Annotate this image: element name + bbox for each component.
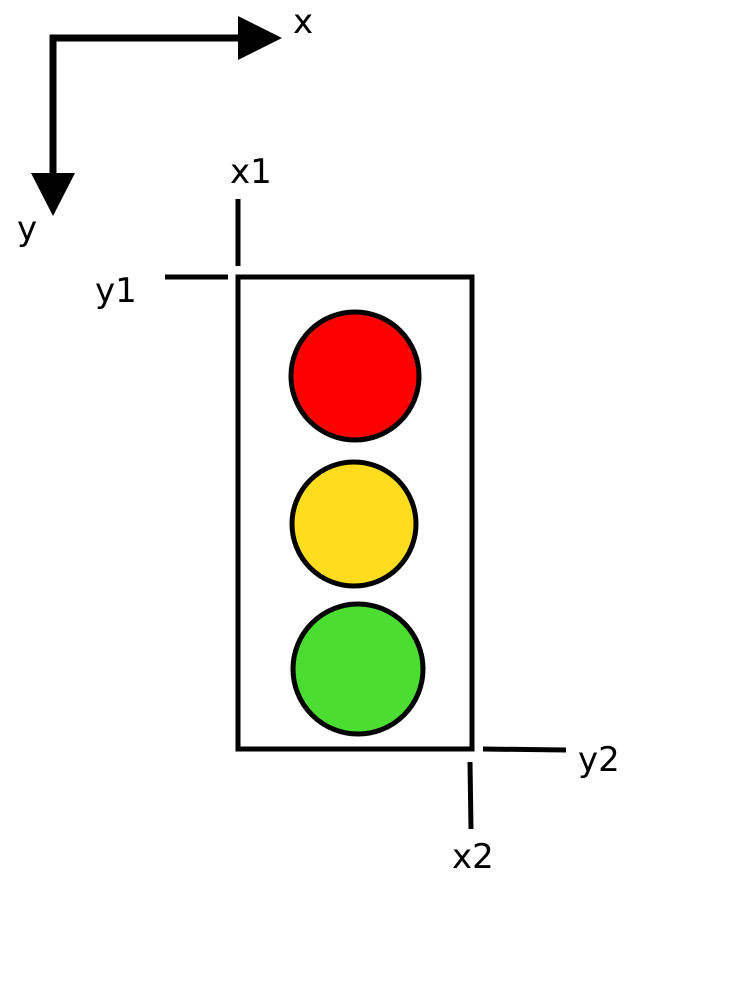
y-axis-label: y [17,209,37,249]
y2-label: y2 [578,740,620,780]
y2-tick [482,746,567,753]
y1-label: y1 [95,271,137,311]
top-left-corner-markers: x1 y1 [95,152,272,311]
x-axis-arrowhead [238,16,282,60]
green-lamp [290,601,426,737]
traffic-light [235,274,475,752]
x-axis-label: x [293,2,313,42]
coordinate-axes: x y [17,2,313,249]
y-axis-arrowhead [31,173,75,216]
bottom-right-corner-markers: y2 x2 [452,740,620,877]
yellow-lamp [289,459,419,589]
red-lamp [288,309,422,443]
x1-label: x1 [230,152,272,192]
x2-tick [467,761,474,830]
x2-label: x2 [452,837,494,877]
